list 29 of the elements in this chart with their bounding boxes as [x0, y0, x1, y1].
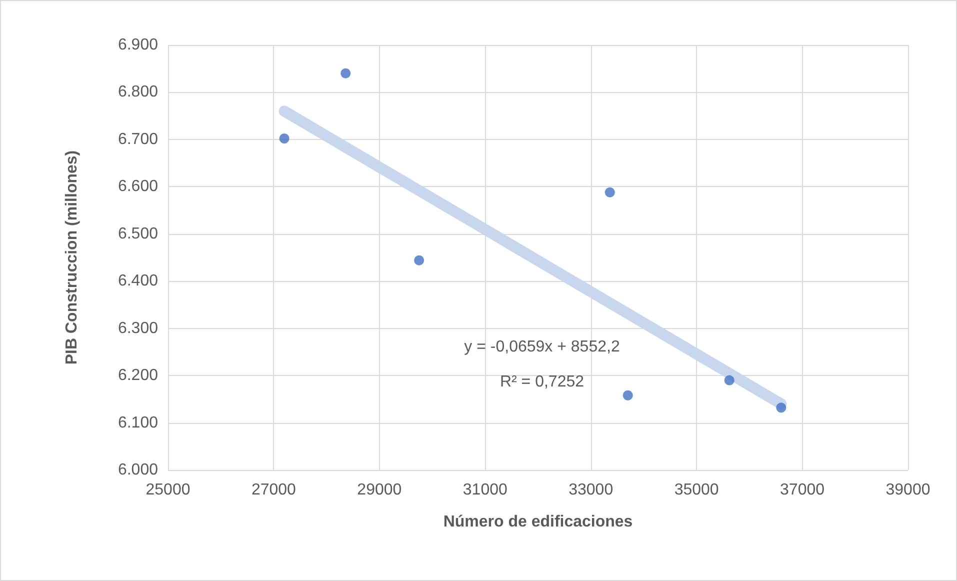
annotation: y = -0,0659x + 8552,2 [464, 338, 620, 356]
x-axis-title: Número de edificaciones [443, 514, 633, 530]
y-tick-label: 6.400 [118, 272, 158, 290]
y-tick-label: 6.500 [118, 225, 158, 242]
x-tick-label: 29000 [357, 482, 402, 498]
point [279, 134, 290, 144]
point [776, 402, 786, 413]
x-tick-label: 31000 [462, 482, 508, 498]
x-tick-label: 37000 [780, 482, 825, 498]
y-tick-label: 6.000 [118, 462, 158, 478]
y-tick-label: 6.300 [118, 320, 158, 337]
y-tick-label: 6.700 [118, 130, 158, 148]
point [340, 68, 351, 78]
x-tick-label: 33000 [568, 482, 614, 498]
point [414, 255, 424, 266]
x-tick-label: 25000 [146, 482, 190, 498]
y-axis-title: PIB Construccion (millones) [64, 150, 80, 365]
x-tick-label: 39000 [886, 482, 930, 498]
y-tick-label: 6.800 [118, 84, 158, 101]
y-tick-label: 6.200 [118, 367, 158, 384]
y-tick-label: 6.100 [118, 414, 158, 432]
point [724, 375, 734, 386]
annotation: R² = 0,7252 [500, 374, 584, 390]
point [622, 390, 633, 400]
y-tick-label: 6.600 [118, 178, 158, 196]
y-tick-label: 6.900 [118, 36, 158, 54]
point [604, 187, 615, 198]
x-tick-label: 27000 [251, 482, 296, 498]
x-tick-label: 35000 [674, 482, 719, 498]
